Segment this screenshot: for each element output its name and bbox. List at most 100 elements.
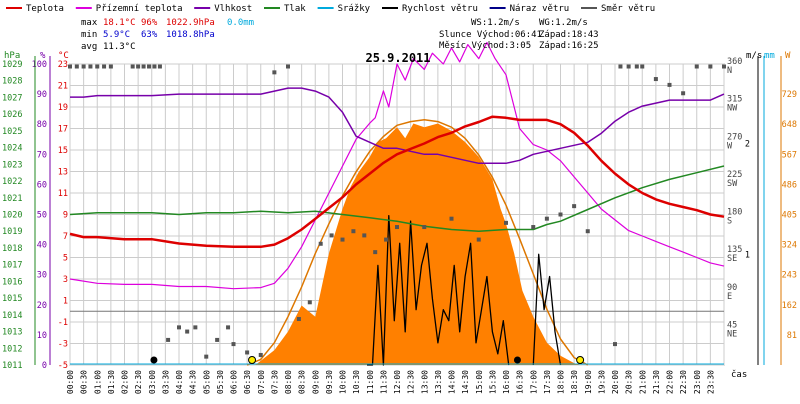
time-tick-label: 05:00 bbox=[202, 370, 211, 394]
wind-direction-point bbox=[722, 64, 726, 69]
time-tick-label: 18:30 bbox=[570, 370, 579, 394]
temperature-tick-label: -1 bbox=[58, 318, 68, 328]
wind-tick-label: 1 bbox=[745, 250, 750, 260]
humidity-tick-label: 0 bbox=[42, 361, 47, 371]
chart-title: 25.9.2011 bbox=[365, 51, 430, 65]
time-tick-label: 07:00 bbox=[257, 370, 266, 394]
direction-tick-label: 315 bbox=[727, 95, 742, 105]
temperature-unit-label: °C bbox=[58, 51, 69, 61]
direction-tick-dir: NE bbox=[727, 329, 737, 339]
time-tick-label: 23:30 bbox=[706, 370, 715, 394]
wind-direction-point bbox=[585, 229, 590, 234]
humidity-tick-label: 70 bbox=[37, 150, 47, 160]
wind-direction-point bbox=[667, 82, 672, 87]
wind-direction-point bbox=[318, 241, 323, 246]
wind-direction-point bbox=[272, 70, 277, 75]
time-tick-label: 08:00 bbox=[284, 370, 293, 394]
wind-direction-point bbox=[130, 64, 135, 69]
time-tick-label: 16:00 bbox=[502, 370, 511, 394]
wind-direction-point bbox=[226, 325, 231, 330]
sunset-stat: Západ:18:43 bbox=[539, 30, 599, 40]
humidity-tick-label: 60 bbox=[37, 180, 47, 190]
solar-tick-label: 486 bbox=[782, 180, 797, 190]
direction-tick-label: 360 bbox=[727, 57, 742, 67]
wind-direction-point bbox=[185, 329, 190, 334]
time-tick-label: 21:30 bbox=[652, 370, 661, 394]
solar-tick-label: 729 bbox=[782, 90, 797, 100]
humidity-tick-label: 40 bbox=[37, 241, 47, 251]
rain-unit-label: mm bbox=[764, 51, 775, 61]
direction-tick-label: 90 bbox=[727, 283, 737, 293]
time-tick-label: 18:00 bbox=[557, 370, 566, 394]
wind-direction-point bbox=[640, 64, 645, 69]
wind-direction-point bbox=[245, 350, 250, 355]
wind-direction-point bbox=[708, 64, 713, 69]
moonrise-stat: Měsíc Východ:3:05 bbox=[439, 41, 531, 51]
temperature-tick-label: -3 bbox=[58, 340, 68, 350]
wind-direction-point bbox=[476, 237, 481, 242]
stats-min-temp: 5.9°C bbox=[103, 30, 130, 40]
temperature-tick-label: 9 bbox=[63, 211, 68, 221]
direction-tick-label: 180 bbox=[727, 208, 742, 218]
legend-label-direction: Směr větru bbox=[601, 4, 655, 14]
direction-tick-label: 225 bbox=[727, 170, 742, 180]
direction-tick-label: 270 bbox=[727, 132, 742, 142]
wind-direction-point bbox=[362, 233, 367, 238]
stats-min-humidity: 63% bbox=[141, 30, 158, 40]
humidity-tick-label: 80 bbox=[37, 120, 47, 130]
temperature-tick-label: 23 bbox=[58, 60, 68, 70]
wind-direction-point bbox=[231, 342, 236, 347]
temperature-tick-label: 1 bbox=[63, 297, 68, 307]
wind-direction-point bbox=[626, 64, 631, 69]
time-tick-label: 22:00 bbox=[666, 370, 675, 394]
temperature-line bbox=[69, 115, 725, 249]
wind-direction-point bbox=[286, 64, 290, 69]
wind-direction-point bbox=[572, 204, 577, 209]
humidity-tick-label: 30 bbox=[37, 271, 47, 281]
time-tick-label: 17:30 bbox=[543, 370, 552, 394]
time-tick-label: 10:30 bbox=[352, 370, 361, 394]
wind-direction-point bbox=[81, 64, 86, 69]
pressure-tick-label: 1018 bbox=[2, 244, 22, 254]
time-tick-label: 22:30 bbox=[679, 370, 688, 394]
wind-direction-point bbox=[296, 317, 301, 322]
wind-direction-point bbox=[307, 300, 312, 305]
wind-direction-point bbox=[531, 225, 536, 230]
humidity-tick-label: 100 bbox=[32, 60, 47, 70]
sunset-marker bbox=[576, 356, 585, 364]
pressure-tick-label: 1017 bbox=[2, 261, 22, 271]
time-tick-label: 21:00 bbox=[638, 370, 647, 394]
pressure-tick-label: 1013 bbox=[2, 328, 22, 338]
wind-direction-point bbox=[177, 325, 181, 330]
temperature-tick-label: 19 bbox=[58, 103, 68, 113]
solar-tick-label: 243 bbox=[782, 271, 797, 281]
wind-direction-point bbox=[152, 64, 157, 69]
temperature-tick-label: 17 bbox=[58, 125, 68, 135]
stats-max-pressure: 1022.9hPa bbox=[166, 18, 215, 28]
direction-tick-dir: W bbox=[727, 141, 733, 151]
wind-direction-point bbox=[422, 225, 427, 230]
wind-direction-point bbox=[681, 91, 686, 96]
pressure-tick-label: 1015 bbox=[2, 294, 22, 304]
pressure-tick-label: 1029 bbox=[2, 60, 22, 70]
wind-direction-point bbox=[329, 233, 334, 238]
feels-temperature-line bbox=[69, 41, 725, 290]
humidity-tick-label: 20 bbox=[37, 301, 47, 311]
time-tick-label: 04:00 bbox=[175, 370, 184, 394]
pressure-tick-label: 1016 bbox=[2, 277, 22, 287]
humidity-line bbox=[70, 87, 725, 165]
wind-direction-point bbox=[74, 64, 79, 69]
time-tick-label: 11:00 bbox=[366, 370, 375, 394]
time-tick-label: 13:00 bbox=[420, 370, 429, 394]
humidity-tick-label: 50 bbox=[37, 211, 47, 221]
legend-label-rain: Srážky bbox=[338, 4, 371, 14]
pressure-tick-label: 1027 bbox=[2, 93, 22, 103]
time-tick-label: 02:30 bbox=[134, 370, 143, 394]
wind-direction-point bbox=[88, 64, 93, 69]
time-tick-label: 19:00 bbox=[584, 370, 593, 394]
time-tick-label: 09:30 bbox=[325, 370, 334, 394]
wind-direction-point bbox=[373, 250, 378, 255]
time-tick-label: 11:30 bbox=[379, 370, 388, 394]
pressure-tick-label: 1021 bbox=[2, 194, 22, 204]
